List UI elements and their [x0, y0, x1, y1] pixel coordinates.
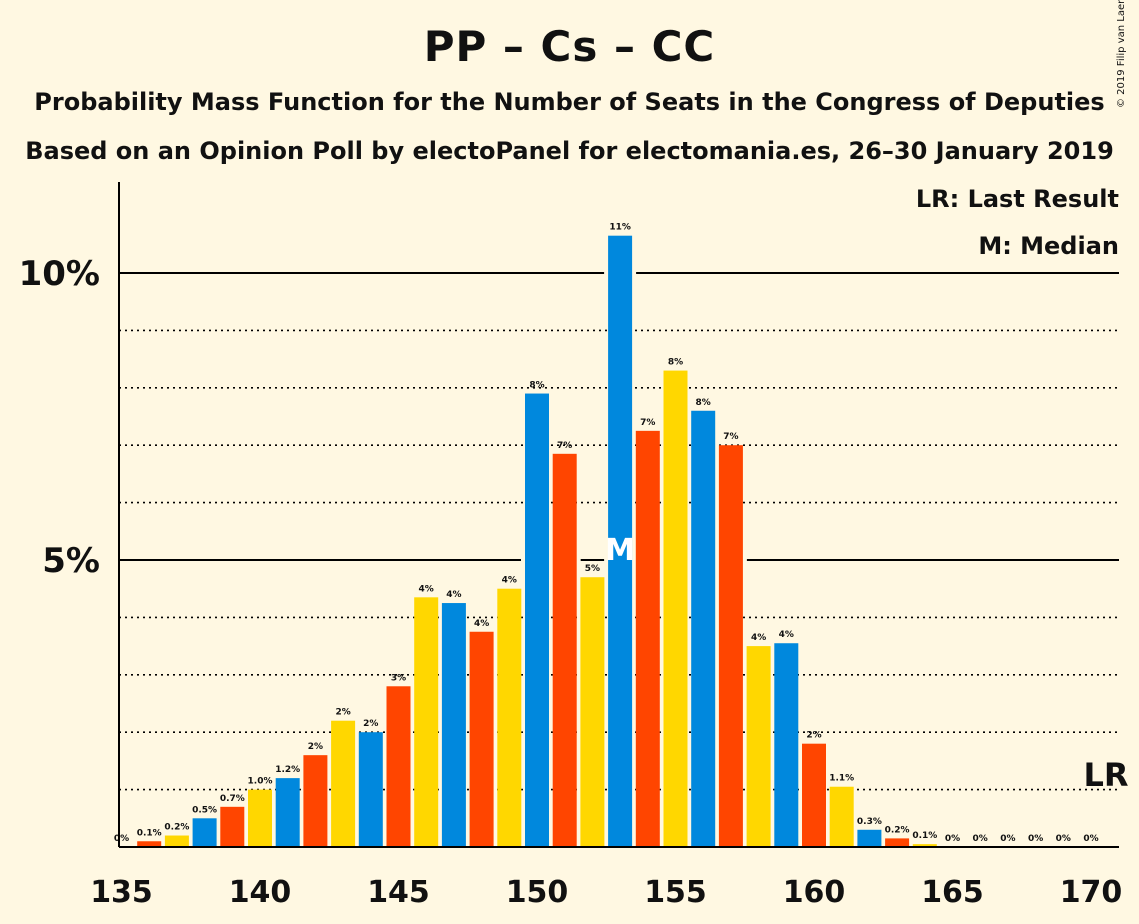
- bar-seats-158: [746, 646, 771, 847]
- bar-seats-137: [164, 835, 189, 847]
- data-label: 0.1%: [137, 828, 162, 838]
- data-label: 4%: [502, 576, 517, 586]
- data-label: 4%: [751, 633, 766, 643]
- x-tick-label: 165: [921, 875, 984, 910]
- bar-seats-155: [663, 370, 688, 847]
- bar-seats-149: [497, 588, 522, 847]
- bar-seats-157: [718, 445, 743, 847]
- bar-seats-164: [912, 844, 937, 847]
- y-tick-label: 10%: [19, 254, 100, 294]
- data-label: 7%: [557, 441, 572, 451]
- data-label: 0%: [945, 834, 960, 844]
- data-label: 0%: [1083, 834, 1098, 844]
- bar-seats-145: [386, 686, 411, 847]
- data-label: 0.2%: [885, 825, 910, 835]
- bar-seats-139: [220, 806, 245, 847]
- data-label: 4%: [779, 630, 794, 640]
- bar-seats-142: [303, 755, 328, 847]
- data-label: 2%: [806, 731, 821, 741]
- data-label: 2%: [335, 708, 350, 718]
- data-label: 3%: [391, 673, 406, 683]
- bar-seats-161: [829, 786, 854, 847]
- x-tick-label: 170: [1060, 875, 1123, 910]
- last-result-marker: LR: [1083, 756, 1128, 794]
- bar-seats-138: [192, 818, 217, 847]
- data-label: 4%: [419, 584, 434, 594]
- data-label: 2%: [363, 719, 378, 729]
- data-label: 0.5%: [192, 805, 217, 815]
- x-tick-label: 135: [90, 875, 153, 910]
- data-label: 0%: [973, 834, 988, 844]
- chart-source-line: Based on an Opinion Poll by electoPanel …: [25, 137, 1114, 165]
- legend-last-result: LR: Last Result: [915, 185, 1119, 213]
- legend-median: M: Median: [978, 232, 1119, 260]
- bar-seats-160: [802, 743, 826, 847]
- chart-subtitle: Probability Mass Function for the Number…: [34, 88, 1105, 116]
- data-label: 0.3%: [857, 817, 882, 827]
- data-label: 0%: [114, 834, 129, 844]
- data-label: 0.2%: [164, 823, 189, 833]
- x-tick-label: 145: [367, 875, 430, 910]
- bar-seats-150: [525, 393, 549, 847]
- bar-seats-144: [358, 732, 383, 847]
- data-label: 4%: [446, 590, 461, 600]
- chart-title: PP – Cs – CC: [423, 22, 716, 71]
- bar-seats-136: [137, 841, 162, 847]
- data-label: 0%: [1028, 834, 1043, 844]
- data-label: 8%: [696, 398, 711, 408]
- bar-seats-151: [552, 453, 577, 847]
- y-tick-label: 5%: [42, 541, 100, 581]
- data-label: 0%: [1000, 834, 1015, 844]
- x-tick-label: 160: [783, 875, 846, 910]
- bar-seats-140: [248, 789, 272, 847]
- bar-seats-156: [691, 410, 716, 847]
- data-label: 1.2%: [275, 765, 300, 775]
- data-label: 0%: [1056, 834, 1071, 844]
- median-marker: M: [605, 533, 635, 568]
- bar-seats-148: [469, 631, 494, 847]
- bar-seats-159: [774, 643, 799, 847]
- x-tick-label: 140: [229, 875, 292, 910]
- data-label: 0.1%: [912, 831, 937, 841]
- data-label: 8%: [668, 358, 683, 368]
- data-label: 0.7%: [220, 794, 245, 804]
- data-label: 7%: [640, 418, 655, 428]
- bar-seats-147: [441, 603, 466, 847]
- data-label: 5%: [585, 564, 600, 574]
- data-label: 4%: [474, 619, 489, 629]
- data-label: 2%: [308, 742, 323, 752]
- bar-seats-163: [885, 838, 910, 847]
- data-label: 1.0%: [248, 777, 273, 787]
- bar-seats-143: [331, 720, 356, 847]
- data-label: 8%: [529, 381, 544, 391]
- bar-seats-154: [635, 430, 660, 847]
- bar-seats-162: [857, 829, 882, 847]
- bar-seats-141: [275, 778, 300, 847]
- bar-seats-146: [414, 597, 439, 847]
- x-tick-label: 155: [644, 875, 707, 910]
- data-label: 11%: [609, 223, 631, 233]
- data-label: 1.1%: [829, 774, 854, 784]
- x-tick-label: 150: [506, 875, 569, 910]
- bar-seats-152: [580, 577, 605, 847]
- bar-seats-153: [608, 235, 633, 847]
- data-label: 7%: [723, 432, 738, 442]
